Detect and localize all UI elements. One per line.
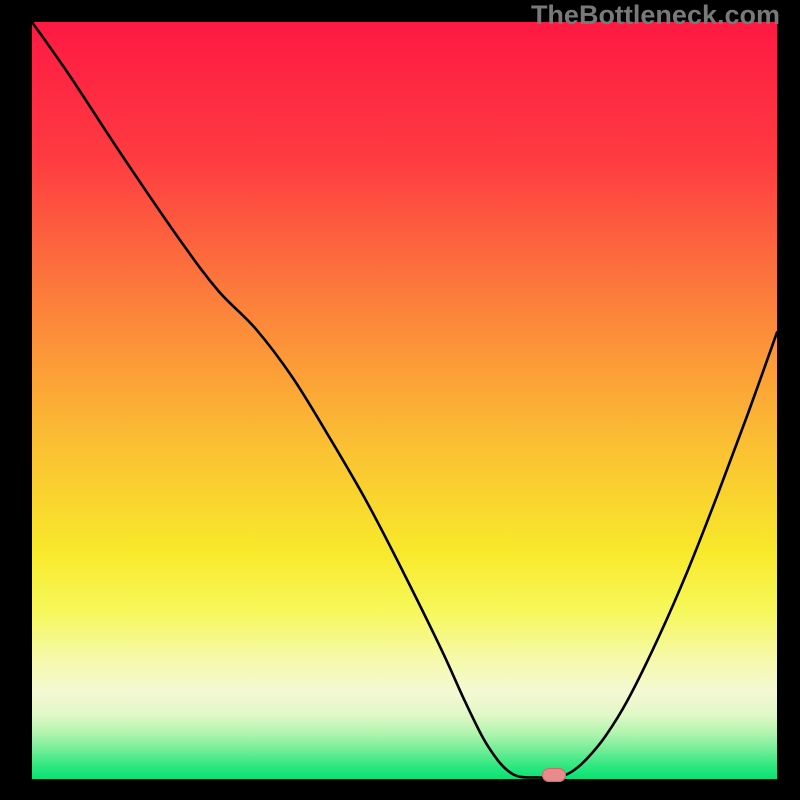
plot-area <box>32 22 777 779</box>
watermark-text: TheBottleneck.com <box>531 0 780 31</box>
chart-container: { "canvas": { "width": 800, "height": 80… <box>0 0 800 800</box>
curve-path <box>32 22 777 778</box>
bottleneck-curve <box>32 22 777 779</box>
optimum-marker <box>542 768 566 782</box>
